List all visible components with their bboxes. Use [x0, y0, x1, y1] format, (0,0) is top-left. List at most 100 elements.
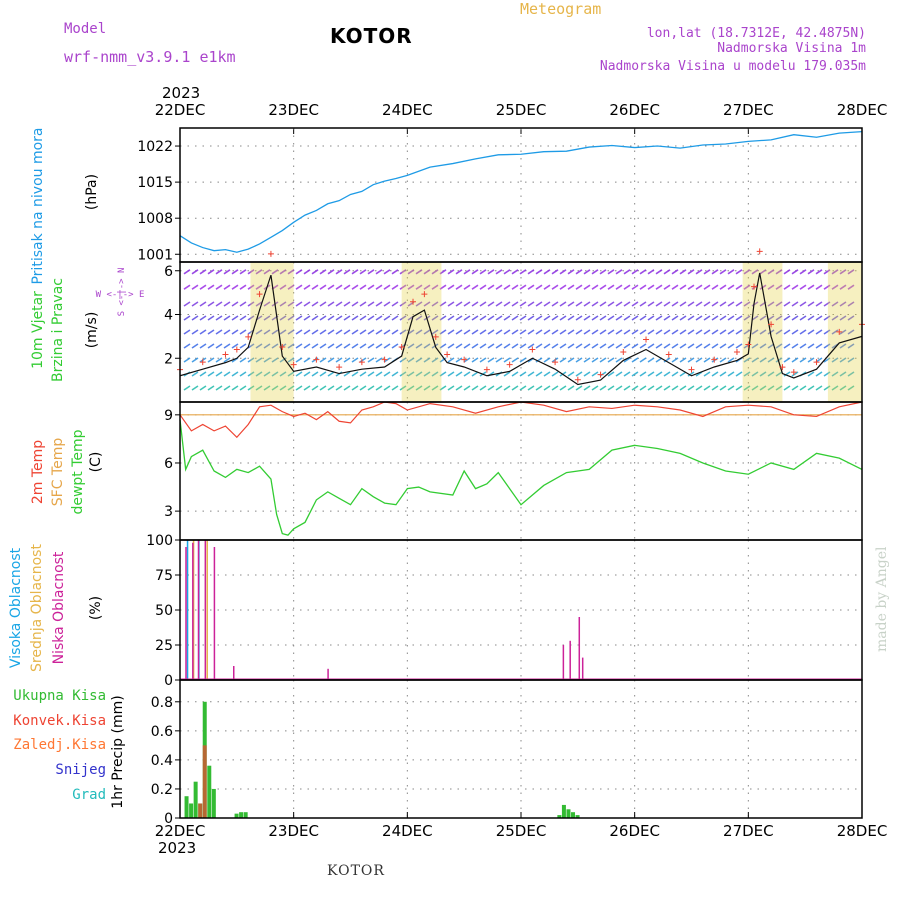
y-tick-label: 3 — [164, 504, 173, 520]
gust-marker — [790, 369, 797, 376]
conv-precip-bar — [202, 745, 207, 818]
bottom-tick-label: 23DEC — [268, 822, 319, 840]
series-line — [179, 130, 863, 253]
temp-unit: (C) — [88, 452, 104, 473]
gust-marker — [267, 250, 274, 257]
gust-marker — [245, 333, 252, 340]
wind-unit: (m/s) — [84, 312, 100, 349]
y-tick-label: 9 — [164, 408, 173, 424]
gust-marker — [751, 283, 758, 290]
gust-marker — [290, 361, 297, 368]
wind-compass-ns: S <-|-> N — [117, 268, 127, 317]
gust-marker — [733, 349, 740, 356]
top-tick-label: 27DEC — [723, 101, 774, 119]
temp-axis-label-1: 2m Temp — [30, 440, 46, 504]
gust-marker — [836, 328, 843, 335]
precip-bar — [234, 813, 239, 818]
precip-bar — [566, 809, 571, 818]
bottom-tick-label: 27DEC — [723, 822, 774, 840]
legend-hail: Grad — [72, 787, 106, 803]
gust-marker — [381, 356, 388, 363]
temp-axis-label-2: SFC Temp — [50, 438, 66, 507]
wind-barb-row — [183, 315, 855, 321]
y-tick-label: 6 — [164, 456, 173, 472]
top-tick-label: 23DEC — [268, 101, 319, 119]
series-line — [179, 272, 863, 386]
series-line — [179, 401, 863, 439]
panel-2: 9 6 3 — [164, 401, 863, 540]
panel-3: 100 75 50 25 0 — [146, 533, 862, 689]
y-tick-label: 75 — [155, 568, 173, 584]
wind-barb-row — [183, 329, 855, 335]
gust-marker — [444, 351, 451, 358]
precip-bar — [239, 812, 244, 818]
precip-axis-label: 1hr Precip (mm) — [110, 695, 126, 808]
gust-marker — [745, 341, 752, 348]
precip-bar — [193, 781, 198, 818]
top-tick-label: 25DEC — [496, 101, 547, 119]
panel-border — [179, 539, 863, 681]
gust-marker — [688, 366, 695, 373]
year-bottom: 2023 — [158, 839, 196, 857]
wind-barb-row — [183, 301, 855, 307]
y-tick-label: 4 — [164, 308, 173, 324]
precip-bar — [243, 812, 248, 818]
y-tick-label: 6 — [164, 264, 173, 280]
precip-bar — [575, 815, 580, 818]
panel-4: 0.8 0.6 0.4 0.2 0 — [151, 680, 862, 827]
gust-marker — [256, 291, 263, 298]
credit-text: made by Angel — [874, 546, 890, 652]
wind-axis-label-2: Brzina i Pravac — [50, 278, 66, 382]
gust-marker — [279, 343, 286, 350]
gust-marker — [199, 359, 206, 366]
wind-compass-ew: W <-|-> E — [96, 290, 145, 300]
panel-1: 6 4 2 — [164, 248, 865, 402]
gust-marker — [358, 359, 365, 366]
top-time-axis: 22DEC 23DEC 24DEC 25DEC 26DEC 27DEC 28DEC — [155, 101, 888, 134]
gust-marker — [432, 333, 439, 340]
strong-wind-zone — [742, 262, 783, 402]
y-tick-label: 0 — [164, 673, 173, 689]
gust-marker — [529, 346, 536, 353]
bottom-tick-label: 28DEC — [837, 822, 888, 840]
bottom-tick-label: 22DEC — [155, 822, 206, 840]
cloud-axis-label-1: Visoka Oblacnost — [8, 547, 24, 668]
cloud-unit: (%) — [88, 596, 104, 620]
strong-wind-zone — [401, 262, 442, 402]
gust-marker — [410, 298, 417, 305]
precip-bar — [189, 803, 194, 818]
y-tick-label: 50 — [155, 603, 173, 619]
gust-marker — [398, 343, 405, 350]
y-tick-label: 1015 — [137, 175, 173, 191]
y-tick-label: 100 — [146, 533, 173, 549]
legend-frz-precip: Zaledj.Kisa — [13, 737, 106, 753]
footer-title: KOTOR — [327, 863, 385, 879]
gust-marker — [597, 371, 604, 378]
gust-marker — [506, 361, 513, 368]
model-label: Model — [64, 21, 106, 37]
precip-bar — [557, 815, 562, 818]
y-tick-label: 1008 — [137, 211, 173, 227]
precip-bar — [211, 788, 216, 818]
bottom-time-axis: 22DEC 23DEC 24DEC 25DEC 26DEC 27DEC 28DEC — [155, 812, 888, 840]
top-tick-label: 28DEC — [837, 101, 888, 119]
year-top: 2023 — [162, 84, 200, 102]
model-altitude-text: Nadmorska Visina u modelu 179.035m — [600, 59, 866, 74]
legend-total-precip: Ukupna Kisa — [13, 688, 106, 704]
y-tick-label: 25 — [155, 638, 173, 654]
y-tick-label: 0 — [164, 811, 173, 827]
temp-axis-label-3: dewpt Temp — [70, 429, 86, 514]
y-tick-label: 2 — [164, 351, 173, 367]
gust-marker — [552, 359, 559, 366]
pressure-unit: (hPa) — [84, 174, 100, 210]
bottom-tick-label: 26DEC — [609, 822, 660, 840]
legend-conv-precip: Konvek.Kisa — [13, 713, 106, 729]
cloud-axis-label-2: Srednja Oblacnost — [29, 544, 45, 672]
gust-marker — [222, 351, 229, 358]
conv-precip-bar — [198, 803, 203, 818]
y-tick-label: 0.8 — [151, 695, 173, 711]
pressure-axis-label: Pritisak na nivou mora — [30, 127, 46, 284]
gust-marker — [756, 248, 763, 255]
top-tick-label: 22DEC — [155, 101, 206, 119]
gust-marker — [711, 356, 718, 363]
